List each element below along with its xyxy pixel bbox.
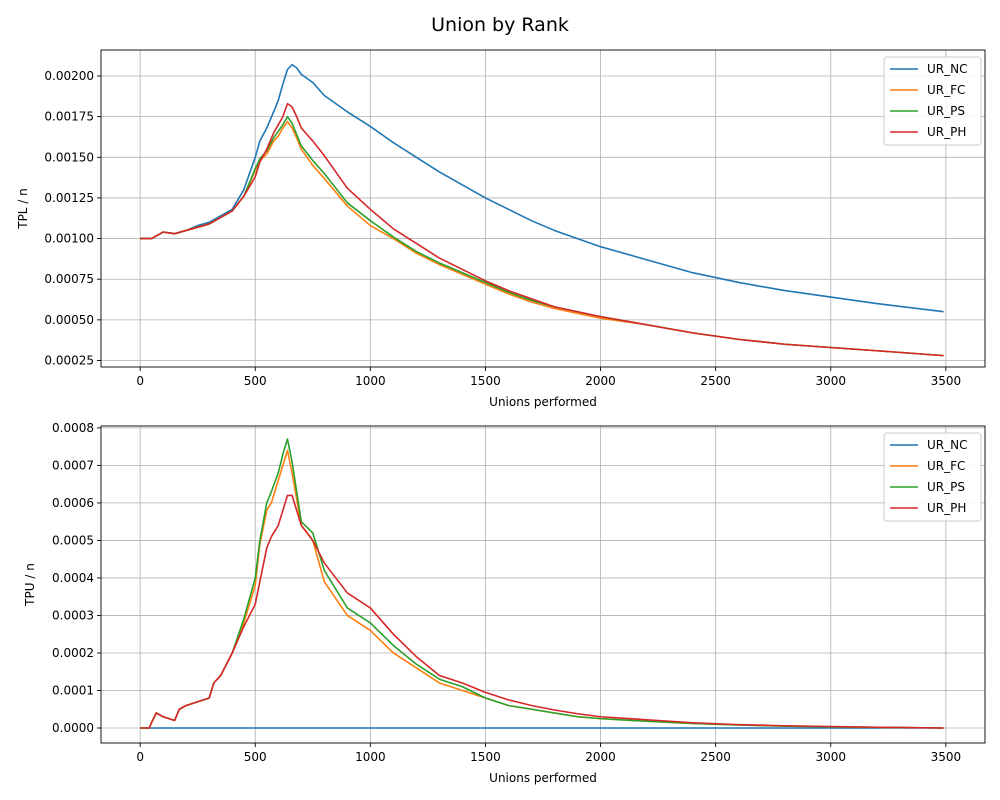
grid: [101, 50, 985, 367]
y-tick-label: 0.0004: [52, 571, 94, 585]
y-tick-label: 0.0005: [52, 533, 94, 547]
legend-label: UR_PS: [927, 480, 965, 494]
grid: [101, 426, 985, 743]
x-tick-label: 2500: [700, 374, 731, 388]
y-tick-label: 0.00025: [44, 353, 94, 367]
y-axis-label: TPU / n: [23, 563, 37, 607]
x-tick-label: 3500: [931, 750, 962, 764]
legend-box: [883, 432, 982, 522]
series-line-ur-fc: [140, 449, 944, 729]
figure-title: Union by Rank: [431, 14, 569, 36]
legend-box: [883, 56, 982, 146]
series-lines: [140, 63, 944, 357]
x-tick-label: 2500: [700, 750, 731, 764]
legend: UR_NC UR_FC UR_PS UR_PH: [883, 56, 982, 146]
y-tick-label: 0.0001: [52, 683, 94, 697]
x-tick-label: 3500: [931, 374, 962, 388]
axes-frame: [100, 425, 986, 744]
series-line-ur-nc: [140, 63, 944, 313]
y-tick-label: 0.0006: [52, 496, 94, 510]
axes-tpl: 0 500 1000 1500 2000 2500 3000 3500 0.00025 0.000…: [16, 49, 986, 409]
legend-label: UR_NC: [927, 438, 967, 452]
legend-label: UR_NC: [927, 62, 967, 76]
legend-label: UR_FC: [927, 83, 965, 97]
x-tick-label: 1000: [355, 750, 386, 764]
y-tick-label: 0.0007: [52, 458, 94, 472]
y-tick-label: 0.00050: [44, 313, 94, 327]
y-tick-label: 0.00200: [44, 69, 94, 83]
x-tick-label: 500: [244, 374, 267, 388]
series-lines: [140, 438, 944, 729]
axes-tpu: 0 500 1000 1500 2000 2500 3000 3500 0.0000 0.0001…: [23, 421, 986, 785]
x-tick-label: 3000: [815, 374, 846, 388]
x-tick-label: 3000: [815, 750, 846, 764]
y-tick-label: 0.00175: [44, 110, 94, 124]
y-tick-label: 0.00100: [44, 232, 94, 246]
series-line-ur-ph: [140, 102, 944, 357]
x-tick-label: 500: [244, 750, 267, 764]
y-tick-label: 0.0008: [52, 421, 94, 435]
y-tick-label: 0.00075: [44, 272, 94, 286]
x-tick-label: 0: [136, 750, 144, 764]
x-tick-label: 0: [136, 374, 144, 388]
x-axis-label: Unions performed: [489, 771, 597, 785]
y-tick-label: 0.0003: [52, 608, 94, 622]
legend-label: UR_PH: [927, 501, 966, 515]
x-tick-label: 1500: [470, 374, 501, 388]
x-tick-label: 1500: [470, 750, 501, 764]
y-tick-label: 0.00125: [44, 191, 94, 205]
x-tick-label: 2000: [585, 374, 616, 388]
axes-frame: [100, 49, 986, 368]
y-tick-label: 0.0000: [52, 721, 94, 735]
legend: UR_NC UR_FC UR_PS UR_PH: [883, 432, 982, 522]
y-axis-label: TPL / n: [16, 188, 30, 230]
series-line-ur-ps: [140, 438, 944, 729]
x-tick-label: 2000: [585, 750, 616, 764]
y-tick-label: 0.00150: [44, 150, 94, 164]
x-tick-label: 1000: [355, 374, 386, 388]
x-axis-label: Unions performed: [489, 395, 597, 409]
legend-label: UR_FC: [927, 459, 965, 473]
series-line-ur-ph: [140, 494, 944, 729]
y-tick-label: 0.0002: [52, 646, 94, 660]
legend-label: UR_PH: [927, 125, 966, 139]
legend-label: UR_PS: [927, 104, 965, 118]
